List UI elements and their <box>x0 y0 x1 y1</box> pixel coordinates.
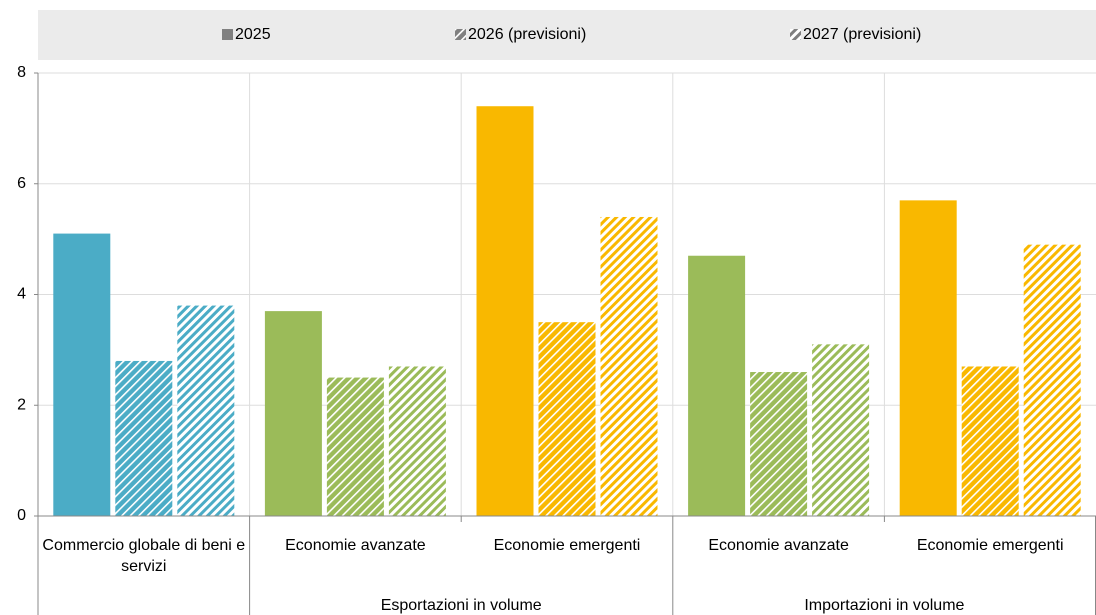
y-tick-label: 8 <box>17 64 26 81</box>
y-tick-label: 4 <box>17 286 26 303</box>
bar <box>115 360 173 516</box>
bar <box>688 255 746 517</box>
x-tick-label: Economie avanzate <box>708 537 849 554</box>
x-tick-label: Economie avanzate <box>285 537 426 554</box>
group-label: Esportazioni in volume <box>380 597 542 614</box>
bar <box>538 322 596 516</box>
bar <box>600 216 658 516</box>
group-label: Importazioni in volume <box>804 597 965 614</box>
bar <box>961 366 1019 516</box>
bar <box>1023 244 1081 516</box>
bar <box>812 344 870 516</box>
legend-swatch <box>222 29 233 40</box>
y-tick-label: 0 <box>17 507 26 524</box>
legend-label: 2025 <box>235 26 271 43</box>
bar <box>899 200 957 517</box>
bar <box>53 233 111 516</box>
bar <box>177 305 235 516</box>
legend-label: 2026 (previsioni) <box>468 26 586 43</box>
bar <box>326 377 384 516</box>
x-tick-label: Economie emergenti <box>916 537 1064 554</box>
bar <box>264 311 322 516</box>
y-tick-label: 2 <box>17 396 26 413</box>
legend-background <box>38 10 1096 60</box>
bar <box>750 372 808 516</box>
x-tick-label: Commercio globale di beni e servizi <box>42 537 246 575</box>
legend-swatch <box>455 29 466 40</box>
bar <box>388 366 446 516</box>
legend-label: 2027 (previsioni) <box>803 26 921 43</box>
y-tick-label: 6 <box>17 175 26 192</box>
x-tick-label: Economie emergenti <box>493 537 641 554</box>
bar <box>476 106 534 516</box>
legend-swatch <box>790 29 801 40</box>
